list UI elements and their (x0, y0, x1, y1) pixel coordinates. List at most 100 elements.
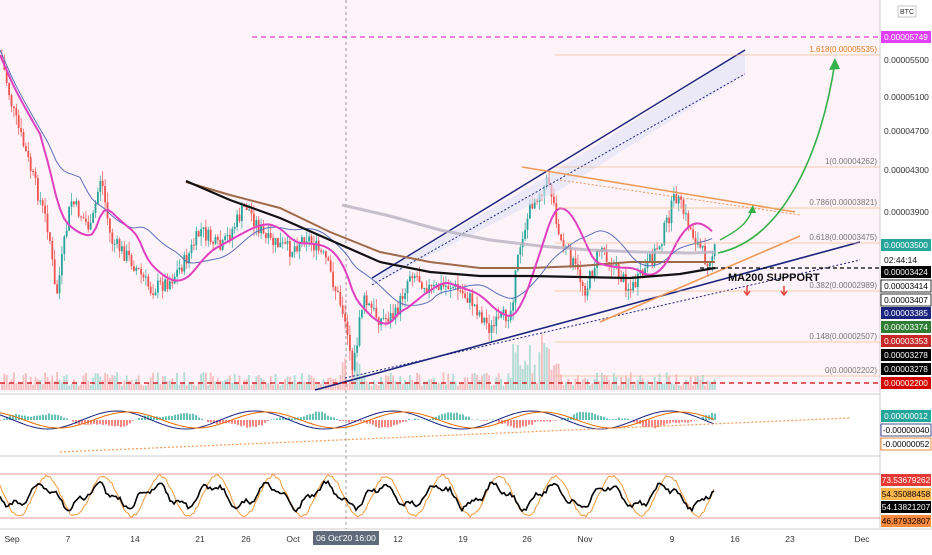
volume-bar (39, 380, 41, 390)
volume-bar (548, 349, 550, 390)
volume-bar (78, 386, 80, 390)
macd-bar (345, 420, 347, 421)
candle-body (486, 318, 488, 324)
candle-body (387, 318, 389, 322)
volume-bar (11, 379, 13, 390)
macd-bar (342, 420, 344, 421)
candle-body (431, 285, 433, 286)
volume-bar (594, 379, 596, 390)
candle-body (488, 323, 490, 333)
candle-body (111, 233, 113, 244)
candle-body (61, 254, 63, 275)
candle-body (659, 246, 661, 249)
candle-body (140, 269, 142, 275)
candle-body (582, 282, 584, 286)
volume-bar (383, 383, 385, 390)
volume-bar (445, 384, 447, 390)
volume-bar (661, 383, 663, 390)
macd-bar (579, 412, 581, 420)
candle-body (553, 197, 555, 203)
candle-body (575, 258, 577, 264)
volume-bar (493, 385, 495, 390)
candle-body (507, 320, 509, 321)
volume-bar (330, 378, 332, 390)
volume-bar (411, 380, 413, 390)
volume-bar (195, 386, 197, 390)
candle-body (68, 207, 70, 231)
candle-body (47, 214, 49, 233)
volume-bar (663, 384, 665, 390)
price-badge-text: 0.00003385 (884, 308, 928, 318)
crosshair-date: 06 Oct'20 16:00 (316, 533, 376, 543)
volume-bar (234, 374, 236, 390)
candle-body (615, 264, 617, 266)
candle-body (344, 314, 346, 322)
volume-bar (200, 374, 202, 390)
volume-bar (179, 385, 181, 390)
candle-body (327, 257, 329, 260)
macd-bar (408, 419, 410, 420)
macd-bar (108, 420, 110, 426)
macd-bar (27, 416, 29, 420)
volume-bar (483, 374, 485, 390)
candle-body (143, 275, 145, 278)
macd-bar (33, 416, 35, 420)
candle-body (255, 220, 257, 226)
candle-body (217, 237, 219, 240)
volume-bar (253, 383, 255, 390)
macd-bar (549, 420, 551, 422)
volume-bar (119, 384, 121, 390)
volume-bar (267, 383, 269, 390)
volume-bar (32, 385, 34, 390)
macd-bar (606, 418, 608, 420)
volume-bar (327, 378, 329, 390)
macd-bar (627, 419, 629, 420)
candle-body (673, 194, 675, 200)
volume-bar (272, 385, 274, 390)
macd-bar (696, 420, 698, 421)
volume-bar (579, 383, 581, 390)
volume-bar (347, 384, 349, 390)
candle-body (579, 269, 581, 282)
macd-bar (390, 420, 392, 427)
macd-badge-text: -0.00000040 (883, 425, 930, 435)
macd-bar (582, 412, 584, 420)
macd-bar (684, 420, 686, 422)
candle-body (416, 276, 418, 277)
macd-bar (360, 420, 362, 422)
macd-bar (666, 420, 668, 424)
main-pane-bg (0, 0, 880, 392)
candle-body (320, 251, 322, 252)
volume-bar (498, 373, 500, 390)
volume-bar (193, 385, 195, 390)
volume-bar (71, 384, 73, 390)
candle-body (315, 241, 317, 251)
macd-bar (417, 419, 419, 420)
candle-body (59, 275, 61, 293)
macd-bar (240, 420, 242, 426)
volume-bar (447, 374, 449, 390)
macd-bar (321, 412, 323, 420)
macd-bar (531, 420, 533, 425)
volume-bar (438, 383, 440, 390)
candle-body (92, 213, 94, 223)
volume-bar (186, 385, 188, 390)
volume-bar (251, 385, 253, 390)
volume-bar (140, 385, 142, 390)
macd-bar (450, 413, 452, 420)
volume-bar (44, 372, 46, 390)
macd-bar (252, 420, 254, 426)
volume-bar (174, 384, 176, 390)
volume-bar (565, 382, 567, 390)
macd-bar (540, 420, 542, 422)
volume-bar (61, 382, 63, 390)
candle-body (503, 310, 505, 313)
macd-bar (51, 415, 53, 420)
macd-bar (336, 419, 338, 420)
macd-bar (456, 413, 458, 420)
macd-bar (54, 415, 56, 420)
fib-label: 0(0.00002202) (825, 366, 877, 375)
price-tick: 0.00004700 (884, 126, 929, 136)
candle-body (332, 272, 334, 287)
